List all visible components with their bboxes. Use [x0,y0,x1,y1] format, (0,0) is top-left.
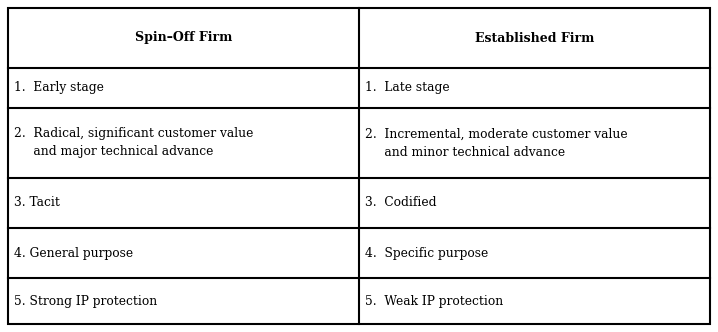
Text: 5.  Weak IP protection: 5. Weak IP protection [365,294,503,307]
Text: Spin–Off Firm: Spin–Off Firm [135,32,232,44]
Text: 3.  Codified: 3. Codified [365,197,437,209]
Text: 1.  Early stage: 1. Early stage [14,81,104,95]
Text: 2.  Incremental, moderate customer value
     and minor technical advance: 2. Incremental, moderate customer value … [365,127,628,158]
Text: 3. Tacit: 3. Tacit [14,197,60,209]
Text: 5. Strong IP protection: 5. Strong IP protection [14,294,157,307]
Text: 4. General purpose: 4. General purpose [14,246,133,260]
Text: 1.  Late stage: 1. Late stage [365,81,449,95]
Text: 4.  Specific purpose: 4. Specific purpose [365,246,488,260]
Text: Established Firm: Established Firm [475,32,595,44]
Text: 2.  Radical, significant customer value
     and major technical advance: 2. Radical, significant customer value a… [14,127,253,158]
